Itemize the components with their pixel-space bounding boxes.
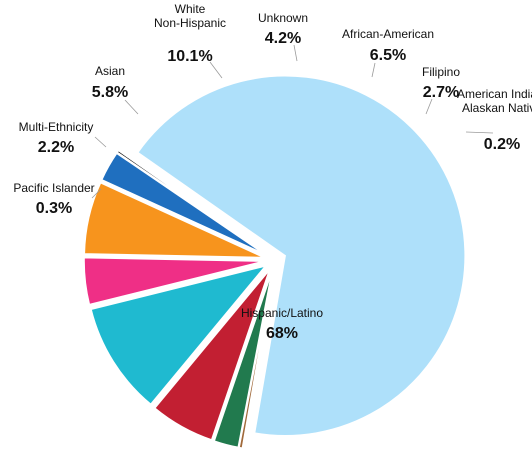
pie-slice-pacific-islander: [238, 270, 274, 450]
slice-value-multi-ethnicity: 2.2%: [38, 139, 74, 156]
slice-label-american-indian-alaskan-native: American Indian/: [457, 87, 532, 101]
slice-value-asian: 5.8%: [92, 84, 128, 101]
slice-value-pacific-islander: 0.3%: [36, 200, 72, 217]
slice-label-pacific-islander: Pacific Islander: [13, 181, 94, 195]
leader-line-filipino: [425, 98, 433, 115]
slice-label-filipino: Filipino: [422, 65, 460, 79]
pie-slice-hispanic-latino: [136, 75, 466, 437]
slice-value-american-indian-alaskan-native: 0.2%: [484, 136, 520, 153]
slice-value-white-non-hispanic: 10.1%: [167, 48, 212, 65]
leader-line-multi-ethnicity: [94, 136, 107, 148]
slice-label-hispanic-latino: Hispanic/Latino: [241, 306, 323, 320]
pie-slice-asian: [153, 269, 271, 441]
slice-label-asian: Asian: [95, 64, 125, 78]
leader-line-unknown: [293, 44, 298, 62]
slice-value-hispanic-latino: 68%: [266, 325, 298, 342]
leader-line-asian: [124, 99, 139, 115]
slice-label-white-non-hispanic: White: [175, 2, 206, 16]
slice-value-unknown: 4.2%: [265, 30, 301, 47]
slice-label-american-indian-alaskan-native: Alaskan Native: [462, 101, 532, 115]
pie-slice-white-non-hispanic: [90, 264, 268, 406]
pie-slice-filipino: [100, 152, 266, 256]
slice-label-african-american: African-American: [342, 27, 434, 41]
pie-labels: Hispanic/Latino 68% Pacific Islander 0.3% Mu…: [13, 2, 532, 342]
pie-slice-unknown: [83, 256, 265, 306]
leader-line-pacific-islander: [91, 188, 102, 199]
slice-label-unknown: Unknown: [258, 11, 308, 25]
pie-slice-american-indian-alaskan-native: [116, 149, 267, 255]
slice-value-african-american: 6.5%: [370, 47, 406, 64]
leader-line-white-non-hispanic: [209, 61, 223, 79]
leader-line-american-indian-alaskan-native: [465, 131, 494, 134]
pie-slice-multi-ethnicity: [213, 270, 273, 449]
leader-line-african-american: [371, 62, 376, 78]
pie-slices: [83, 75, 466, 450]
slice-label-multi-ethnicity: Multi-Ethnicity: [19, 120, 94, 134]
pie-slice-african-american: [83, 181, 265, 259]
slice-value-filipino: 2.7%: [423, 84, 459, 101]
slice-label-white-non-hispanic: Non-Hispanic: [154, 16, 226, 30]
